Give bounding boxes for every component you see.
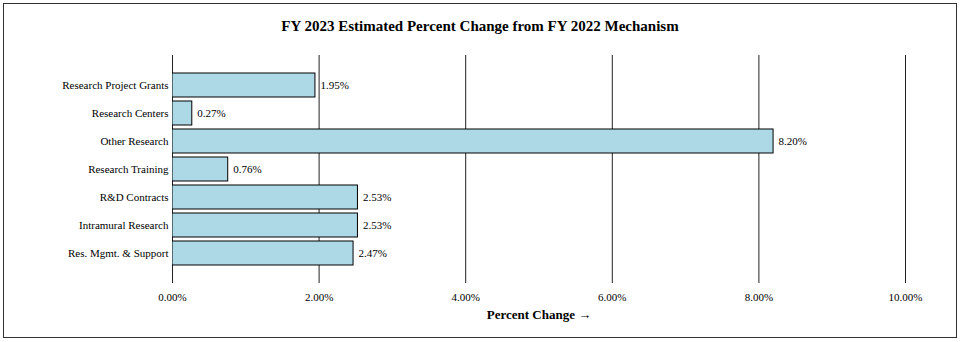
- svg-text:Other Research: Other Research: [100, 135, 169, 147]
- svg-text:0.00%: 0.00%: [158, 291, 186, 303]
- svg-text:8.00%: 8.00%: [745, 291, 773, 303]
- svg-text:0.76%: 0.76%: [233, 163, 261, 175]
- svg-text:4.00%: 4.00%: [451, 291, 479, 303]
- svg-text:Res. Mgmt. & Support: Res. Mgmt. & Support: [68, 247, 169, 259]
- svg-text:2.47%: 2.47%: [359, 247, 387, 259]
- svg-text:R&D Contracts: R&D Contracts: [100, 191, 169, 203]
- svg-text:2.53%: 2.53%: [363, 191, 391, 203]
- svg-text:0.27%: 0.27%: [197, 107, 225, 119]
- svg-text:Intramural Research: Intramural Research: [79, 219, 169, 231]
- svg-text:6.00%: 6.00%: [598, 291, 626, 303]
- svg-text:Research Centers: Research Centers: [92, 107, 169, 119]
- svg-text:10.00%: 10.00%: [889, 291, 923, 303]
- svg-text:Research Project Grants: Research Project Grants: [62, 79, 168, 91]
- svg-text:Research Training: Research Training: [88, 163, 169, 175]
- svg-text:2.00%: 2.00%: [305, 291, 333, 303]
- html-text:FY 2023 Estimated Percent Chan: FY 2023 Estimated Percent Change from FY…: [281, 18, 679, 34]
- svg-text:2.53%: 2.53%: [363, 219, 391, 231]
- svg-text:Percent Change →: Percent Change →: [487, 307, 591, 322]
- svg-text:1.95%: 1.95%: [320, 79, 348, 91]
- svg-text:8.20%: 8.20%: [779, 135, 807, 147]
